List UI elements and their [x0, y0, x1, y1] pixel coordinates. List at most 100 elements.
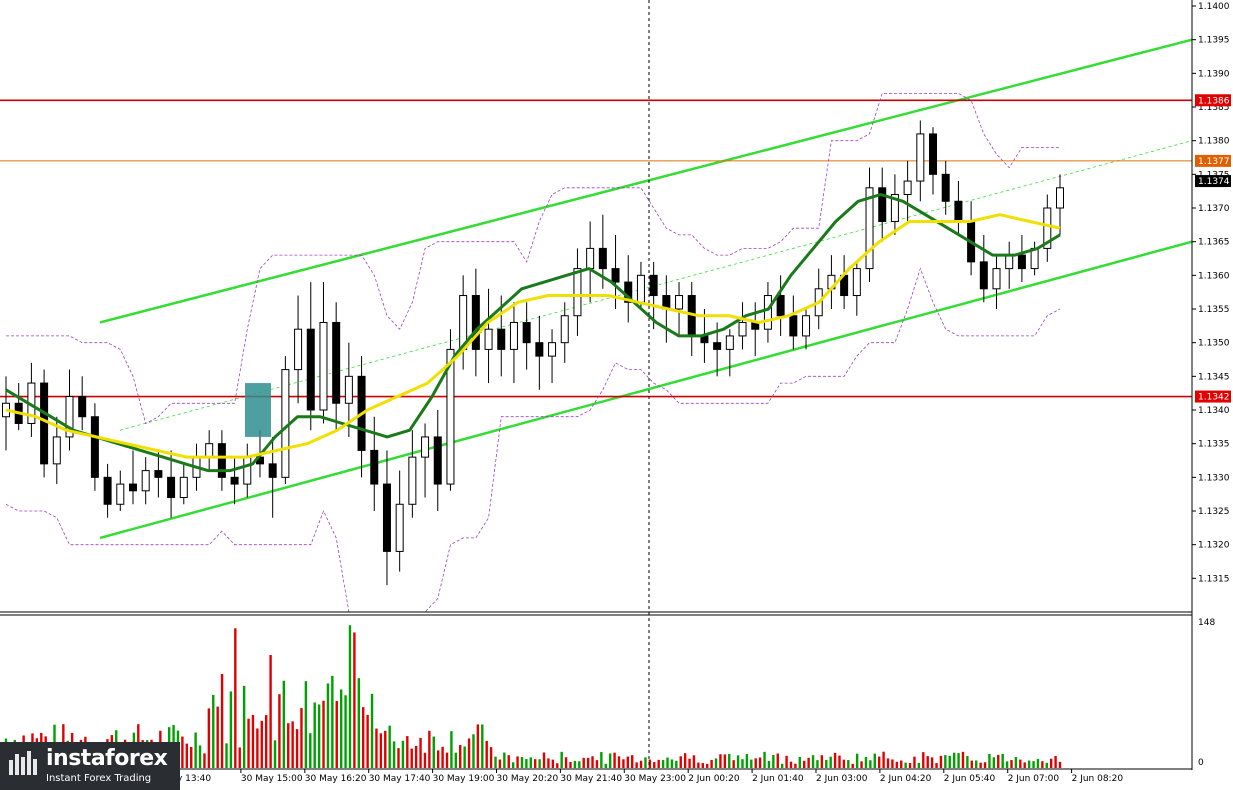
volume-bar	[1010, 760, 1013, 768]
candle-body	[763, 295, 772, 330]
candle-body	[954, 200, 963, 222]
volume-bar	[741, 759, 744, 768]
volume-bar	[701, 763, 704, 768]
volume-bar	[944, 755, 947, 768]
volume-max-label: 148	[1198, 618, 1215, 628]
volume-bar	[798, 756, 802, 768]
volume-bar	[1054, 755, 1057, 768]
candle-body	[484, 328, 493, 350]
volume-bar	[608, 753, 612, 768]
volume-bar	[648, 759, 652, 768]
y-tick-label: 1.1390	[1198, 69, 1230, 79]
volume-bar	[935, 763, 938, 768]
volume-bar	[930, 757, 934, 768]
volume-bar	[763, 751, 766, 768]
volume-bar	[503, 752, 506, 768]
time-axis: y 13:40 30 May 15:00 30 May 16:20 30 May 17…	[176, 769, 1124, 784]
volume-bar	[247, 718, 250, 768]
volume-bar	[988, 753, 991, 768]
volume-bar	[1001, 753, 1004, 768]
volume-bar	[339, 689, 343, 768]
volume-bar	[886, 758, 890, 768]
volume-bar	[511, 762, 515, 768]
volume-bar	[833, 752, 837, 768]
volume-bar	[348, 625, 352, 768]
volume-bar	[185, 743, 189, 768]
candle-body	[382, 483, 391, 552]
volume-bar	[542, 752, 546, 768]
volume-bar	[1049, 758, 1053, 768]
y-tick-label: 1.1400	[1198, 2, 1230, 12]
x-tick-label: 30 May 21:40	[560, 774, 622, 784]
volume-bar	[269, 655, 272, 768]
volume-bar	[719, 754, 722, 768]
x-tick-label: 2 Jun 08:20	[1072, 774, 1124, 784]
volume-bar	[997, 754, 1000, 768]
volume-bar	[229, 691, 233, 768]
volume-bar	[287, 723, 290, 768]
volume-bar	[564, 757, 568, 768]
volume-bar	[529, 757, 532, 768]
volume-bar	[481, 724, 484, 768]
volume-bar	[445, 752, 449, 768]
volume-bar	[507, 755, 510, 768]
volume-bar	[772, 754, 775, 768]
volume-bar	[644, 757, 647, 768]
volume-bar	[556, 763, 559, 768]
candle-body	[1017, 254, 1026, 270]
candle-body	[78, 396, 87, 418]
volume-bar	[516, 756, 519, 768]
volume-bar	[419, 737, 422, 768]
volume-bar	[864, 757, 868, 768]
volume-bar	[234, 628, 237, 768]
candle-body	[167, 476, 176, 499]
volume-bar	[970, 760, 973, 768]
logo-bars-icon	[9, 751, 37, 775]
volume-bar	[780, 763, 784, 768]
volume-bar	[926, 756, 929, 768]
candle-body	[370, 449, 379, 485]
volume-bar	[904, 762, 907, 768]
y-tick-label: 1.1335	[1198, 440, 1230, 450]
volume-bar	[397, 748, 400, 768]
volume-bar	[357, 678, 361, 768]
upper-band	[6, 93, 1060, 425]
volume-bar	[736, 755, 740, 768]
volume-bar	[291, 721, 294, 768]
moving-average-slow	[5, 213, 1061, 459]
y-tick-label: 1.1395	[1198, 36, 1230, 46]
candle-body	[636, 274, 645, 303]
volume-bar	[1014, 757, 1018, 768]
volume-bar	[1027, 760, 1031, 768]
volume-bar	[538, 759, 541, 768]
price-tag-box	[1195, 154, 1231, 167]
volume-bar	[344, 695, 347, 768]
candle-body	[116, 483, 125, 505]
y-tick-label: 1.1320	[1198, 541, 1230, 551]
price-tag-label: 1.1374	[1198, 177, 1230, 187]
volume-bar	[406, 736, 409, 768]
volume-bar	[908, 763, 912, 768]
volume-bar	[459, 745, 462, 768]
volume-bar	[732, 760, 735, 768]
candle-body	[497, 328, 506, 350]
volume-bar	[869, 760, 872, 768]
volume-bar	[1019, 759, 1022, 768]
volume-bar	[392, 741, 396, 768]
volume-bar	[256, 728, 259, 768]
volume-bar	[353, 632, 356, 768]
volume-bar	[225, 743, 228, 768]
volume-bar	[525, 759, 528, 768]
candle-body	[611, 268, 620, 283]
volume-bar	[750, 759, 753, 768]
price-tag-box	[1195, 390, 1231, 403]
volume-bar	[675, 760, 678, 768]
volume-bar	[450, 731, 453, 768]
volume-bar	[454, 752, 458, 768]
y-tick-label: 1.1380	[1198, 137, 1230, 147]
volume-bar	[692, 755, 696, 768]
candle-body	[903, 180, 912, 196]
candle-body	[40, 382, 49, 465]
volume-bar	[436, 750, 440, 768]
volume-bar	[639, 760, 643, 768]
